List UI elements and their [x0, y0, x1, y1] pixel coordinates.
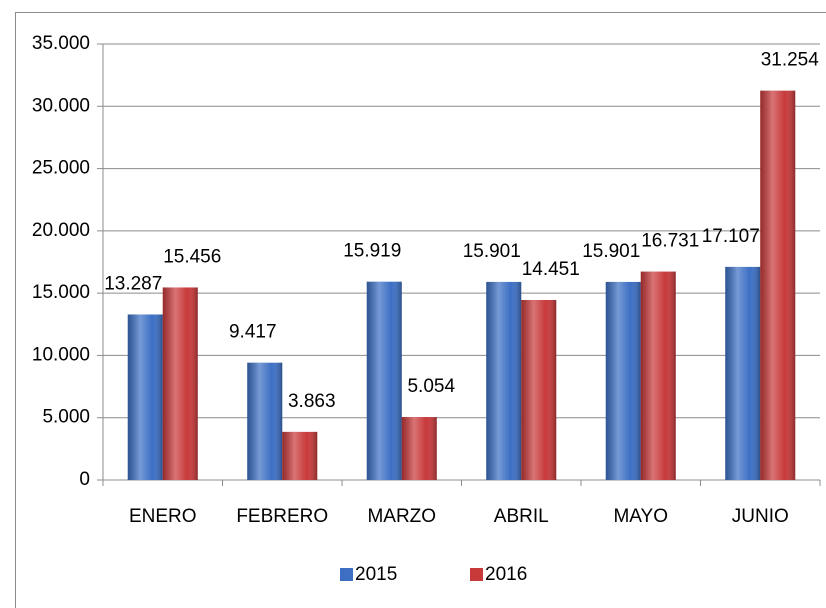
value-label: 16.731	[641, 231, 699, 252]
bar	[366, 281, 402, 480]
bar	[725, 266, 761, 480]
value-label: 31.254	[761, 50, 820, 71]
value-label: 15.901	[582, 241, 640, 262]
x-tick-label: FEBRERO	[236, 506, 328, 527]
y-tick-label: 5.000	[42, 407, 90, 428]
value-label: 15.901	[463, 241, 521, 262]
bar	[486, 281, 522, 480]
x-tick-label: JUNIO	[732, 506, 789, 527]
bar	[162, 287, 198, 480]
y-tick-label: 35.000	[32, 33, 90, 54]
x-tick-label: ABRIL	[494, 506, 549, 527]
bar	[401, 417, 437, 480]
y-tick-label: 20.000	[32, 220, 90, 241]
bar	[282, 431, 318, 480]
bar	[760, 90, 796, 480]
legend-swatch	[340, 568, 353, 581]
x-tick-label: MAYO	[613, 506, 668, 527]
y-tick-label: 30.000	[32, 95, 90, 116]
value-label: 14.451	[522, 259, 580, 280]
y-tick-label: 10.000	[32, 344, 90, 365]
y-tick-label: 25.000	[32, 158, 90, 179]
bar	[640, 271, 676, 480]
bar	[605, 281, 641, 480]
value-label: 9.417	[229, 322, 277, 343]
legend-swatch	[470, 568, 483, 581]
bar	[247, 362, 283, 480]
value-label: 3.863	[288, 391, 336, 412]
legend-label: 2016	[485, 564, 527, 585]
bar	[127, 314, 163, 480]
value-label: 5.054	[407, 376, 455, 397]
value-label: 15.456	[163, 246, 221, 267]
value-label: 17.107	[702, 226, 760, 247]
x-tick-label: MARZO	[367, 506, 436, 527]
value-label: 15.919	[343, 241, 401, 262]
x-tick-label: ENERO	[129, 506, 197, 527]
chart-frame	[15, 12, 826, 608]
y-tick-label: 0	[79, 469, 90, 490]
y-tick-label: 15.000	[32, 282, 90, 303]
bar	[521, 299, 557, 480]
legend-label: 2015	[355, 564, 397, 585]
value-label: 13.287	[104, 273, 162, 294]
